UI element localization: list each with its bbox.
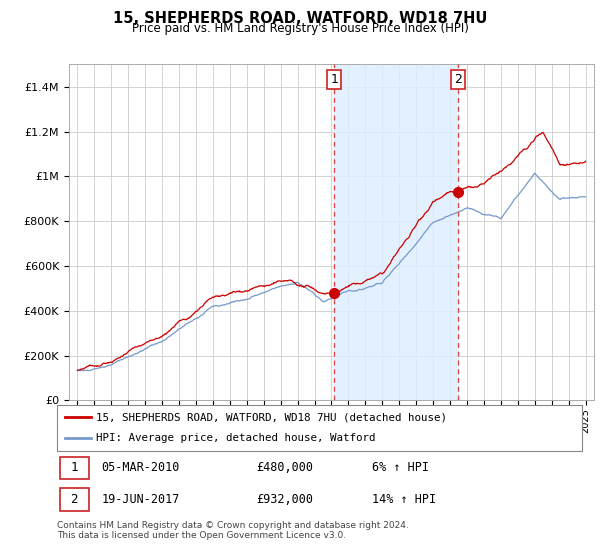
FancyBboxPatch shape xyxy=(59,456,89,479)
Text: 05-MAR-2010: 05-MAR-2010 xyxy=(101,461,180,474)
Bar xyxy=(334,64,458,400)
Text: £932,000: £932,000 xyxy=(257,493,314,506)
Text: 1: 1 xyxy=(331,73,338,86)
Text: 19-JUN-2017: 19-JUN-2017 xyxy=(101,493,180,506)
Text: 6% ↑ HPI: 6% ↑ HPI xyxy=(372,461,429,474)
Text: 15, SHEPHERDS ROAD, WATFORD, WD18 7HU: 15, SHEPHERDS ROAD, WATFORD, WD18 7HU xyxy=(113,11,487,26)
Text: HPI: Average price, detached house, Watford: HPI: Average price, detached house, Watf… xyxy=(97,433,376,444)
Text: 1: 1 xyxy=(70,461,78,474)
Text: Contains HM Land Registry data © Crown copyright and database right 2024.
This d: Contains HM Land Registry data © Crown c… xyxy=(57,521,409,540)
Text: Price paid vs. HM Land Registry's House Price Index (HPI): Price paid vs. HM Land Registry's House … xyxy=(131,22,469,35)
Text: 15, SHEPHERDS ROAD, WATFORD, WD18 7HU (detached house): 15, SHEPHERDS ROAD, WATFORD, WD18 7HU (d… xyxy=(97,412,448,422)
Text: 2: 2 xyxy=(70,493,78,506)
Text: 14% ↑ HPI: 14% ↑ HPI xyxy=(372,493,436,506)
Text: 2: 2 xyxy=(454,73,462,86)
FancyBboxPatch shape xyxy=(57,405,582,451)
Text: £480,000: £480,000 xyxy=(257,461,314,474)
FancyBboxPatch shape xyxy=(59,488,89,511)
